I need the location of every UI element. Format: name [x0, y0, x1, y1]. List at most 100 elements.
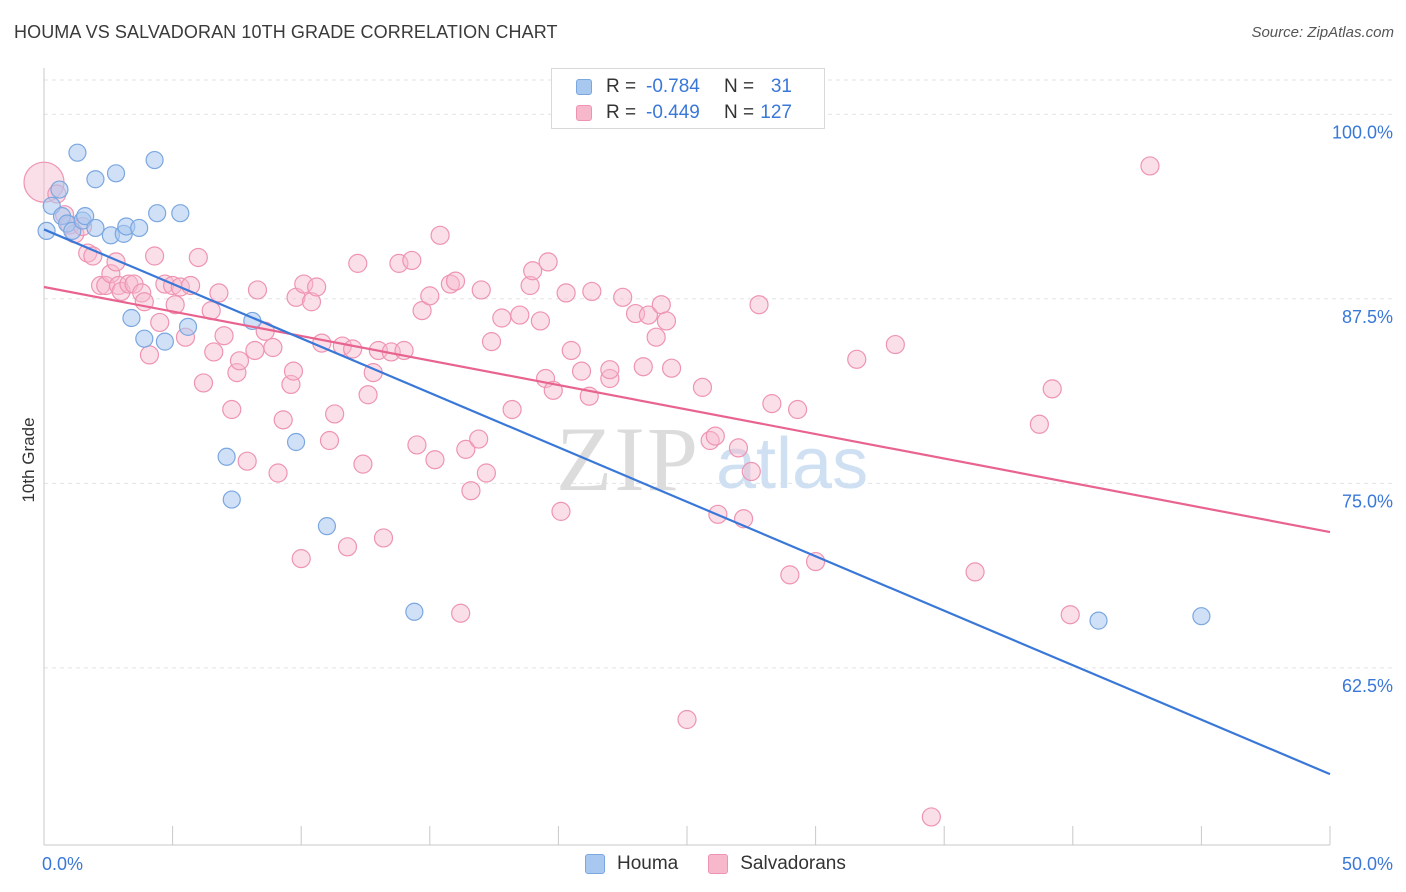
- salvadorans-point: [227, 363, 247, 383]
- salvadorans-point: [307, 277, 327, 297]
- houma-point: [178, 317, 198, 336]
- salvadorans-point: [247, 280, 268, 300]
- houma-point: [86, 170, 105, 189]
- legend-item-houma[interactable]: Houma: [585, 853, 678, 875]
- salvadorans-point: [471, 280, 491, 300]
- houma-point: [405, 602, 424, 621]
- salvadorans-point: [373, 528, 394, 548]
- salvadorans-point: [661, 358, 682, 378]
- y-tick-label: 87.5%: [1342, 307, 1393, 327]
- salvadorans-point: [291, 549, 311, 569]
- salvadorans-point: [530, 311, 550, 331]
- y-tick-label: 62.5%: [1342, 676, 1393, 696]
- salvadorans-point: [407, 435, 427, 455]
- salvadorans-point: [440, 274, 460, 294]
- salvadorans-point: [556, 283, 576, 303]
- watermark: ZIP atlas: [556, 408, 868, 510]
- houma-swatch: [576, 79, 592, 95]
- salvadorans-point: [461, 481, 481, 501]
- houma-point: [76, 207, 95, 226]
- salvadorans-point: [469, 429, 489, 449]
- salvadorans-point: [188, 247, 208, 268]
- salvadorans-point: [561, 340, 581, 361]
- houma-point: [155, 332, 174, 351]
- salvadorans-point: [237, 451, 257, 471]
- salvadorans-point: [633, 357, 653, 377]
- salvadorans-point: [245, 340, 265, 361]
- salvadorans-point: [523, 261, 543, 281]
- houma-point: [86, 218, 105, 238]
- legend-row-houma: R = -0.784 N = 31: [576, 74, 792, 100]
- salvadorans-point: [229, 351, 250, 371]
- salvadorans-point: [165, 295, 185, 315]
- salvadorans-point: [656, 311, 677, 331]
- salvadorans-point: [692, 377, 713, 397]
- salvadorans-point: [358, 385, 378, 405]
- salvadorans-point: [456, 439, 476, 459]
- salvadorans-point: [283, 361, 304, 381]
- r-label: R =: [606, 76, 637, 97]
- r-label: R =: [606, 102, 637, 123]
- salvadorans-point: [780, 565, 800, 585]
- salvadorans-point: [741, 461, 761, 482]
- r-value-salvadorans: -0.449: [646, 102, 700, 123]
- houma-point: [217, 447, 236, 466]
- salvadorans-point: [101, 264, 121, 284]
- source-label: Source: ZipAtlas.com: [1251, 24, 1394, 41]
- y-axis-label: 10th Grade: [19, 417, 38, 502]
- salvadorans-point: [144, 246, 165, 266]
- houma-point: [171, 204, 190, 223]
- salvadorans-point: [337, 537, 358, 557]
- houma-point: [68, 143, 87, 162]
- y-tick-label: 75.0%: [1342, 491, 1393, 511]
- salvadorans-point: [325, 404, 345, 424]
- legend-item-salvadorans[interactable]: Salvadorans: [708, 853, 846, 875]
- salvadorans-point: [343, 339, 363, 359]
- salvadorans-point: [762, 394, 782, 414]
- n-value-salvadorans: 127: [760, 102, 792, 123]
- salvadorans-point: [222, 399, 242, 420]
- houma-point: [122, 308, 141, 328]
- salvadorans-point: [150, 312, 170, 333]
- houma-point: [50, 180, 69, 199]
- salvadorans-point: [571, 361, 592, 381]
- salvadorans-point: [268, 463, 288, 483]
- x-tick-label: 0.0%: [42, 854, 83, 874]
- salvadorans-point: [965, 562, 985, 582]
- houma-legend-label: Houma: [617, 853, 679, 874]
- chart-title: HOUMA VS SALVADORAN 10TH GRADE CORRELATI…: [14, 22, 558, 42]
- salvadorans-point: [209, 283, 229, 303]
- salvadorans-point: [204, 342, 224, 362]
- salvadorans-point: [847, 349, 867, 369]
- salvadorans-point: [420, 286, 440, 306]
- correlation-legend: R = -0.784 N = 31 R = -0.449 N = 127: [551, 68, 825, 129]
- salvadorans-point: [319, 430, 340, 451]
- houma-point: [1089, 611, 1108, 630]
- watermark-zip: ZIP: [556, 408, 700, 510]
- houma-point: [286, 432, 306, 452]
- r-value-houma: -0.784: [646, 76, 700, 97]
- salvadorans-point: [78, 243, 98, 263]
- salvadorans-point: [1140, 156, 1160, 176]
- salvadorans-point: [538, 252, 558, 272]
- salvadorans-point: [921, 807, 941, 827]
- salvadorans-point: [1060, 605, 1080, 625]
- salvadorans-point: [613, 287, 633, 307]
- salvadorans-point: [787, 399, 808, 420]
- trend-lines: [43, 228, 1331, 776]
- salvadorans-point: [425, 450, 445, 470]
- series-legend: Houma Salvadorans: [585, 852, 876, 876]
- salvadorans-point: [510, 305, 530, 325]
- salvadorans-point: [451, 603, 471, 623]
- salvadorans-point: [139, 345, 160, 365]
- houma-point: [130, 218, 149, 238]
- salvadorans-point: [412, 301, 432, 321]
- salvadorans-swatch: [576, 105, 592, 121]
- salvadorans-point: [301, 292, 322, 312]
- salvadorans-point: [646, 327, 666, 347]
- houma-points: [37, 143, 1211, 630]
- salvadorans-point: [677, 709, 697, 730]
- y-tick-label: 100.0%: [1332, 122, 1393, 142]
- houma-point: [148, 204, 167, 223]
